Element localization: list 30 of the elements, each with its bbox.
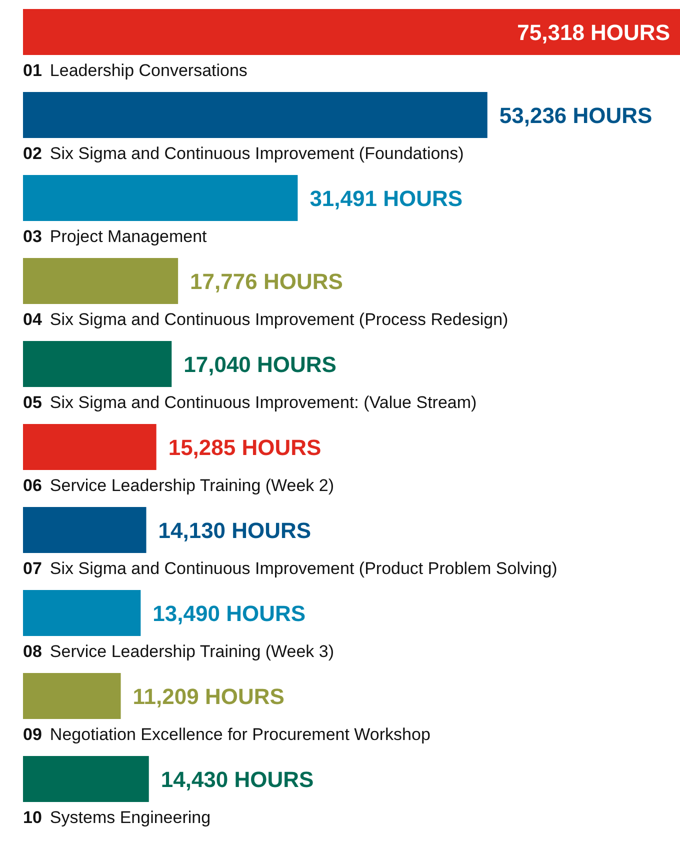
bar: [23, 424, 156, 470]
bar: [23, 590, 141, 636]
bar: [23, 673, 121, 719]
bar: [23, 341, 172, 387]
data-label: 17,776 HOURS: [190, 269, 343, 294]
data-label: 53,236 HOURS: [499, 103, 652, 128]
y-tick-label: 10 Systems Engineering: [23, 808, 211, 827]
bar: [23, 756, 149, 802]
data-label: 17,040 HOURS: [184, 352, 336, 377]
y-tick-label: 08 Service Leadership Training (Week 3): [23, 642, 334, 661]
bar: [23, 507, 146, 553]
data-label: 14,130 HOURS: [158, 518, 312, 543]
y-tick-label: 05 Six Sigma and Continuous Improvement: (Value Stream): [23, 393, 477, 412]
y-tick-label: 06 Service Leadership Training (Week 2): [23, 476, 334, 495]
data-label: 11,209 HOURS: [132, 684, 284, 709]
y-tick-label: 01 Leadership Conversations: [23, 61, 248, 80]
y-tick-label: 03 Project Management: [23, 227, 208, 246]
bar: [23, 175, 298, 221]
y-tick-label: 09 Negotiation Excellence for Procurement Workshop: [23, 725, 430, 744]
data-label: 75,318 HOURS: [517, 20, 670, 45]
bar: [23, 9, 680, 55]
y-tick-label: 07 Six Sigma and Continuous Improvement (Product Problem Solving): [23, 559, 558, 578]
data-label: 15,285 HOURS: [168, 435, 322, 460]
y-tick-label: 04 Six Sigma and Continuous Improvement (Process Redesign): [23, 310, 508, 329]
data-label: 31,491 HOURS: [310, 186, 463, 211]
data-label: 13,490 HOURS: [152, 601, 306, 626]
bar: [23, 92, 488, 138]
bar: [23, 258, 178, 304]
y-tick-label: 02 Six Sigma and Continuous Improvement (Foundations): [23, 144, 464, 163]
data-label: 14,430 HOURS: [160, 767, 314, 792]
